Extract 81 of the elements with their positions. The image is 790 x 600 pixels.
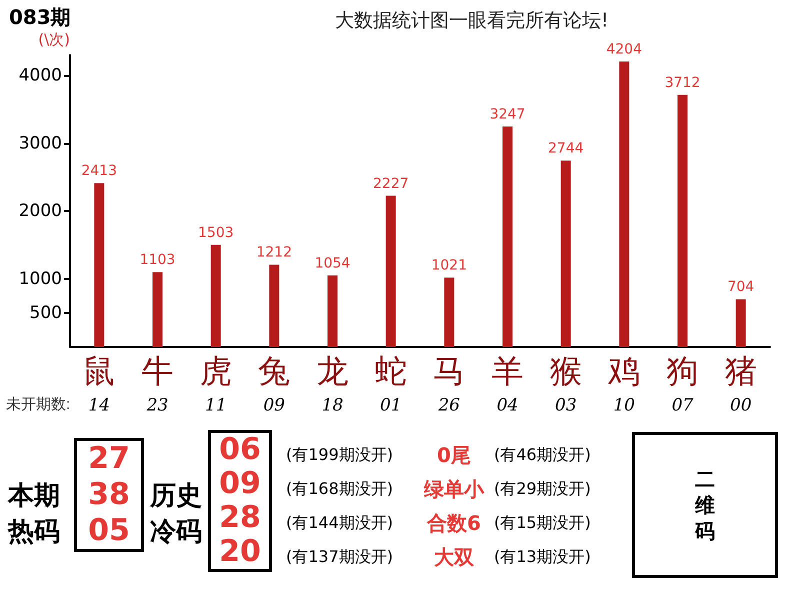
text: 09 [263,396,286,416]
text: 09 [218,466,262,501]
text: 本期 [8,481,60,511]
bar [560,160,571,347]
text: 26 [437,396,460,416]
data-label: 3712 [664,74,700,91]
x-tick-label: 蛇 [374,352,407,390]
text: (有13期没开) [494,546,591,568]
bar [386,196,396,347]
x-tick-label: 虎 [200,352,232,390]
text: 0尾 [436,442,472,469]
data-label: 4204 [606,42,642,58]
data-label: 1103 [140,252,176,268]
data-label: 1021 [431,258,467,274]
text: 03 [555,396,577,416]
text: 未开期数: [6,396,70,413]
y-tick-label: 2000 [18,201,62,222]
x-tick-label: 鸡 [607,352,640,390]
text: 14 [88,396,110,416]
text: (有199期没开) [286,444,394,466]
text: 18 [322,396,344,416]
text: 00 [730,396,752,416]
x-tick-label: 狗 [666,352,698,390]
x-tick-label: 马 [433,352,466,390]
x-tick-label: 龙 [316,352,348,390]
y-axis-title: (\次) [38,30,70,48]
text: 热码 [8,517,60,547]
bar [328,275,338,347]
data-label: 3247 [490,106,526,123]
text: 28 [218,500,262,535]
text: 27 [87,441,131,477]
data-label: 1503 [198,224,234,241]
text: 合数6 [426,510,482,537]
data-label: 704 [727,279,754,296]
y-tick-label: 500 [30,303,62,324]
text: 二维码 [694,466,716,544]
bar [152,272,162,347]
y-tick-label: 4000 [18,65,62,86]
text: 01 [380,396,402,416]
text: 07 [672,396,694,416]
bar [502,126,512,347]
chart-subtitle: 大数据统计图一眼看完所有论坛! [335,10,609,32]
data-label: 2413 [81,163,117,180]
data-label: 2227 [373,176,409,192]
text: (有168期没开) [286,478,394,500]
data-label: 2744 [548,140,584,157]
bar [94,183,104,347]
x-tick-label: 鼠 [83,352,116,390]
y-tick-label: 1000 [18,269,62,290]
text: (有46期没开) [494,444,591,466]
bar [269,264,280,347]
bar [678,94,688,347]
bar [619,62,630,347]
text: (有15期没开) [494,512,591,534]
text: 11 [205,396,227,416]
text: 20 [218,534,262,569]
x-tick-label: 羊 [492,352,524,390]
x-tick-label: 兔 [258,352,290,390]
x-tick-label: 猪 [724,352,757,390]
chart-title: 083期 [9,5,71,29]
text: 05 [87,513,131,549]
y-tick-label: 3000 [18,133,62,154]
x-tick-label: 猴 [550,352,582,390]
text: 历史 [150,481,202,511]
data-label: 1212 [256,244,292,261]
text: 38 [87,477,131,513]
text: 大双 [433,544,475,571]
text: (有137期没开) [286,546,394,568]
bar [736,299,746,347]
text: 04 [496,396,518,416]
bar [210,244,221,347]
text: 10 [613,396,636,416]
text: 绿单小 [422,476,486,503]
data-label: 1054 [314,255,350,272]
bar [444,278,454,347]
x-tick-label: 牛 [142,352,174,390]
text: 06 [218,432,262,467]
text: (有144期没开) [286,512,394,534]
text: (有29期没开) [494,478,591,500]
text: 23 [146,396,168,416]
text: 冷码 [150,517,202,547]
